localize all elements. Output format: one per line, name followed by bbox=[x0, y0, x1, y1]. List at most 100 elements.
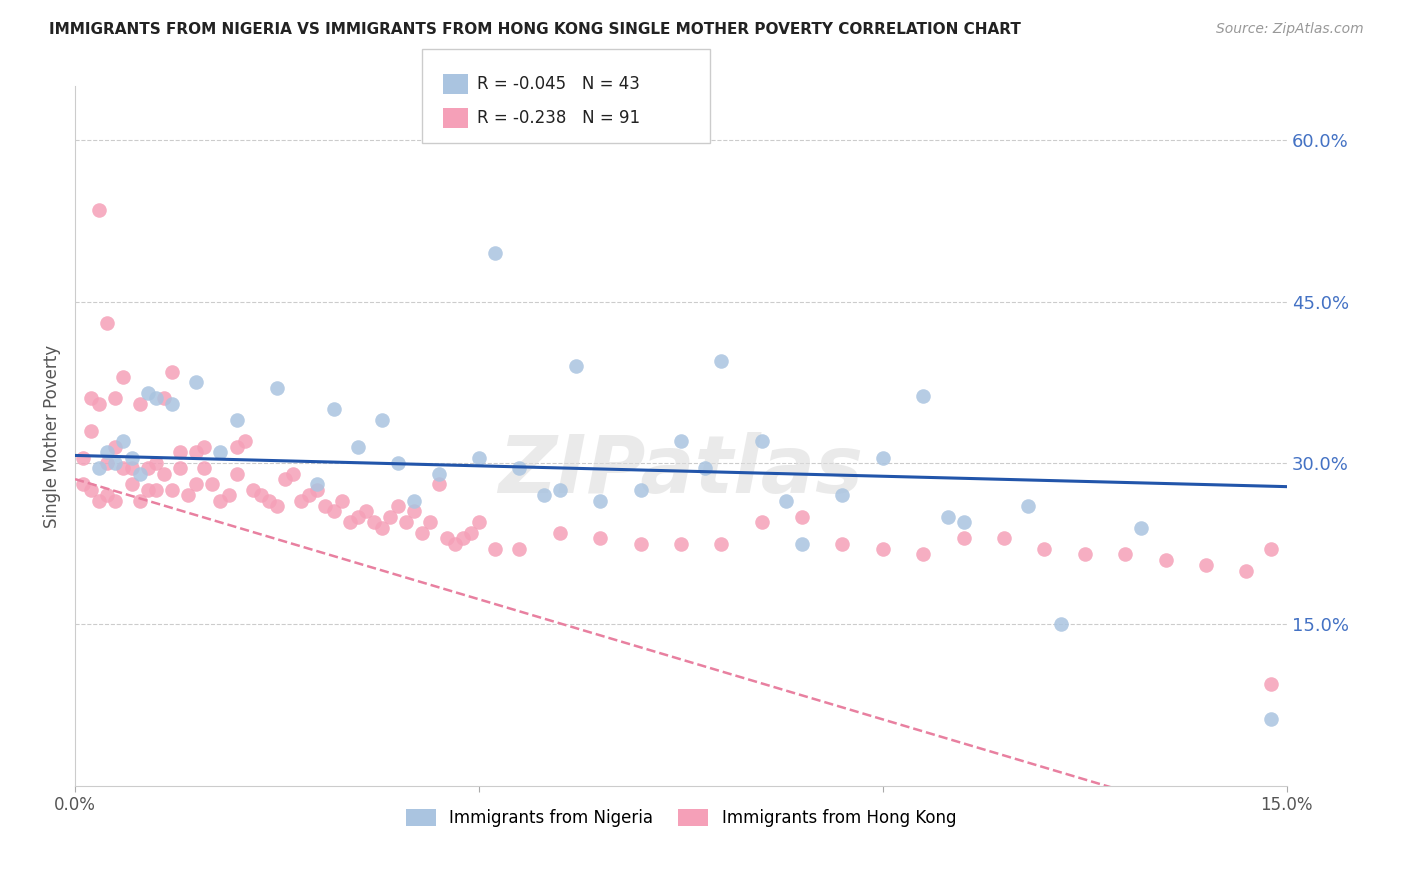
Point bbox=[427, 467, 450, 481]
Point bbox=[936, 509, 959, 524]
Point bbox=[160, 364, 183, 378]
Point bbox=[387, 499, 409, 513]
Point bbox=[508, 542, 530, 557]
Point bbox=[136, 461, 159, 475]
Point bbox=[371, 413, 394, 427]
Point bbox=[121, 477, 143, 491]
Point bbox=[136, 386, 159, 401]
Point bbox=[872, 542, 894, 557]
Text: Source: ZipAtlas.com: Source: ZipAtlas.com bbox=[1216, 22, 1364, 37]
Point bbox=[186, 477, 208, 491]
Point bbox=[790, 509, 813, 524]
Point bbox=[508, 461, 530, 475]
Point bbox=[89, 461, 111, 475]
Point bbox=[548, 525, 571, 540]
Point bbox=[1260, 676, 1282, 690]
Point bbox=[80, 424, 103, 438]
Point bbox=[1074, 548, 1097, 562]
Point bbox=[96, 456, 118, 470]
Point bbox=[89, 203, 111, 218]
Text: R = -0.238   N = 91: R = -0.238 N = 91 bbox=[477, 109, 640, 127]
Point bbox=[104, 493, 127, 508]
Point bbox=[330, 493, 353, 508]
Point bbox=[153, 467, 176, 481]
Point bbox=[225, 467, 247, 481]
Point bbox=[96, 445, 118, 459]
Point bbox=[404, 493, 426, 508]
Point bbox=[669, 537, 692, 551]
Point bbox=[209, 445, 232, 459]
Text: IMMIGRANTS FROM NIGERIA VS IMMIGRANTS FROM HONG KONG SINGLE MOTHER POVERTY CORRE: IMMIGRANTS FROM NIGERIA VS IMMIGRANTS FR… bbox=[49, 22, 1021, 37]
Point bbox=[266, 381, 288, 395]
Point bbox=[193, 440, 215, 454]
Point bbox=[1260, 712, 1282, 726]
Point bbox=[695, 461, 717, 475]
Point bbox=[436, 531, 458, 545]
Point bbox=[443, 537, 465, 551]
Point bbox=[339, 515, 361, 529]
Point bbox=[1033, 542, 1056, 557]
Y-axis label: Single Mother Poverty: Single Mother Poverty bbox=[44, 344, 60, 528]
Point bbox=[710, 537, 733, 551]
Point bbox=[790, 537, 813, 551]
Point bbox=[669, 434, 692, 449]
Point bbox=[484, 542, 506, 557]
Point bbox=[952, 531, 974, 545]
Point bbox=[1154, 553, 1177, 567]
Point bbox=[169, 461, 191, 475]
Point bbox=[548, 483, 571, 497]
Point bbox=[225, 440, 247, 454]
Point bbox=[160, 483, 183, 497]
Point bbox=[484, 246, 506, 260]
Point bbox=[751, 515, 773, 529]
Point bbox=[589, 531, 612, 545]
Point bbox=[1260, 542, 1282, 557]
Point bbox=[831, 488, 853, 502]
Point bbox=[1236, 564, 1258, 578]
Point bbox=[128, 467, 150, 481]
Point bbox=[186, 376, 208, 390]
Point bbox=[72, 477, 94, 491]
Point bbox=[136, 483, 159, 497]
Point bbox=[96, 488, 118, 502]
Point bbox=[89, 397, 111, 411]
Point bbox=[468, 515, 491, 529]
Point bbox=[201, 477, 224, 491]
Point bbox=[89, 493, 111, 508]
Point bbox=[225, 413, 247, 427]
Point bbox=[153, 392, 176, 406]
Point bbox=[371, 520, 394, 534]
Point bbox=[533, 488, 555, 502]
Point bbox=[128, 397, 150, 411]
Point bbox=[751, 434, 773, 449]
Point bbox=[80, 392, 103, 406]
Point bbox=[104, 440, 127, 454]
Point bbox=[112, 370, 135, 384]
Point bbox=[630, 483, 652, 497]
Point bbox=[145, 456, 167, 470]
Point bbox=[831, 537, 853, 551]
Point bbox=[952, 515, 974, 529]
Point bbox=[104, 456, 127, 470]
Point bbox=[145, 392, 167, 406]
Point bbox=[1130, 520, 1153, 534]
Point bbox=[710, 353, 733, 368]
Point bbox=[322, 402, 344, 417]
Point bbox=[193, 461, 215, 475]
Point bbox=[387, 456, 409, 470]
Point bbox=[630, 537, 652, 551]
Point bbox=[177, 488, 200, 502]
Point bbox=[912, 389, 935, 403]
Point bbox=[589, 493, 612, 508]
Point bbox=[145, 483, 167, 497]
Point bbox=[419, 515, 441, 529]
Point bbox=[186, 445, 208, 459]
Point bbox=[218, 488, 240, 502]
Point bbox=[354, 504, 377, 518]
Point bbox=[1049, 617, 1071, 632]
Point bbox=[112, 434, 135, 449]
Point bbox=[322, 504, 344, 518]
Point bbox=[1017, 499, 1039, 513]
Point bbox=[290, 493, 312, 508]
Point bbox=[250, 488, 273, 502]
